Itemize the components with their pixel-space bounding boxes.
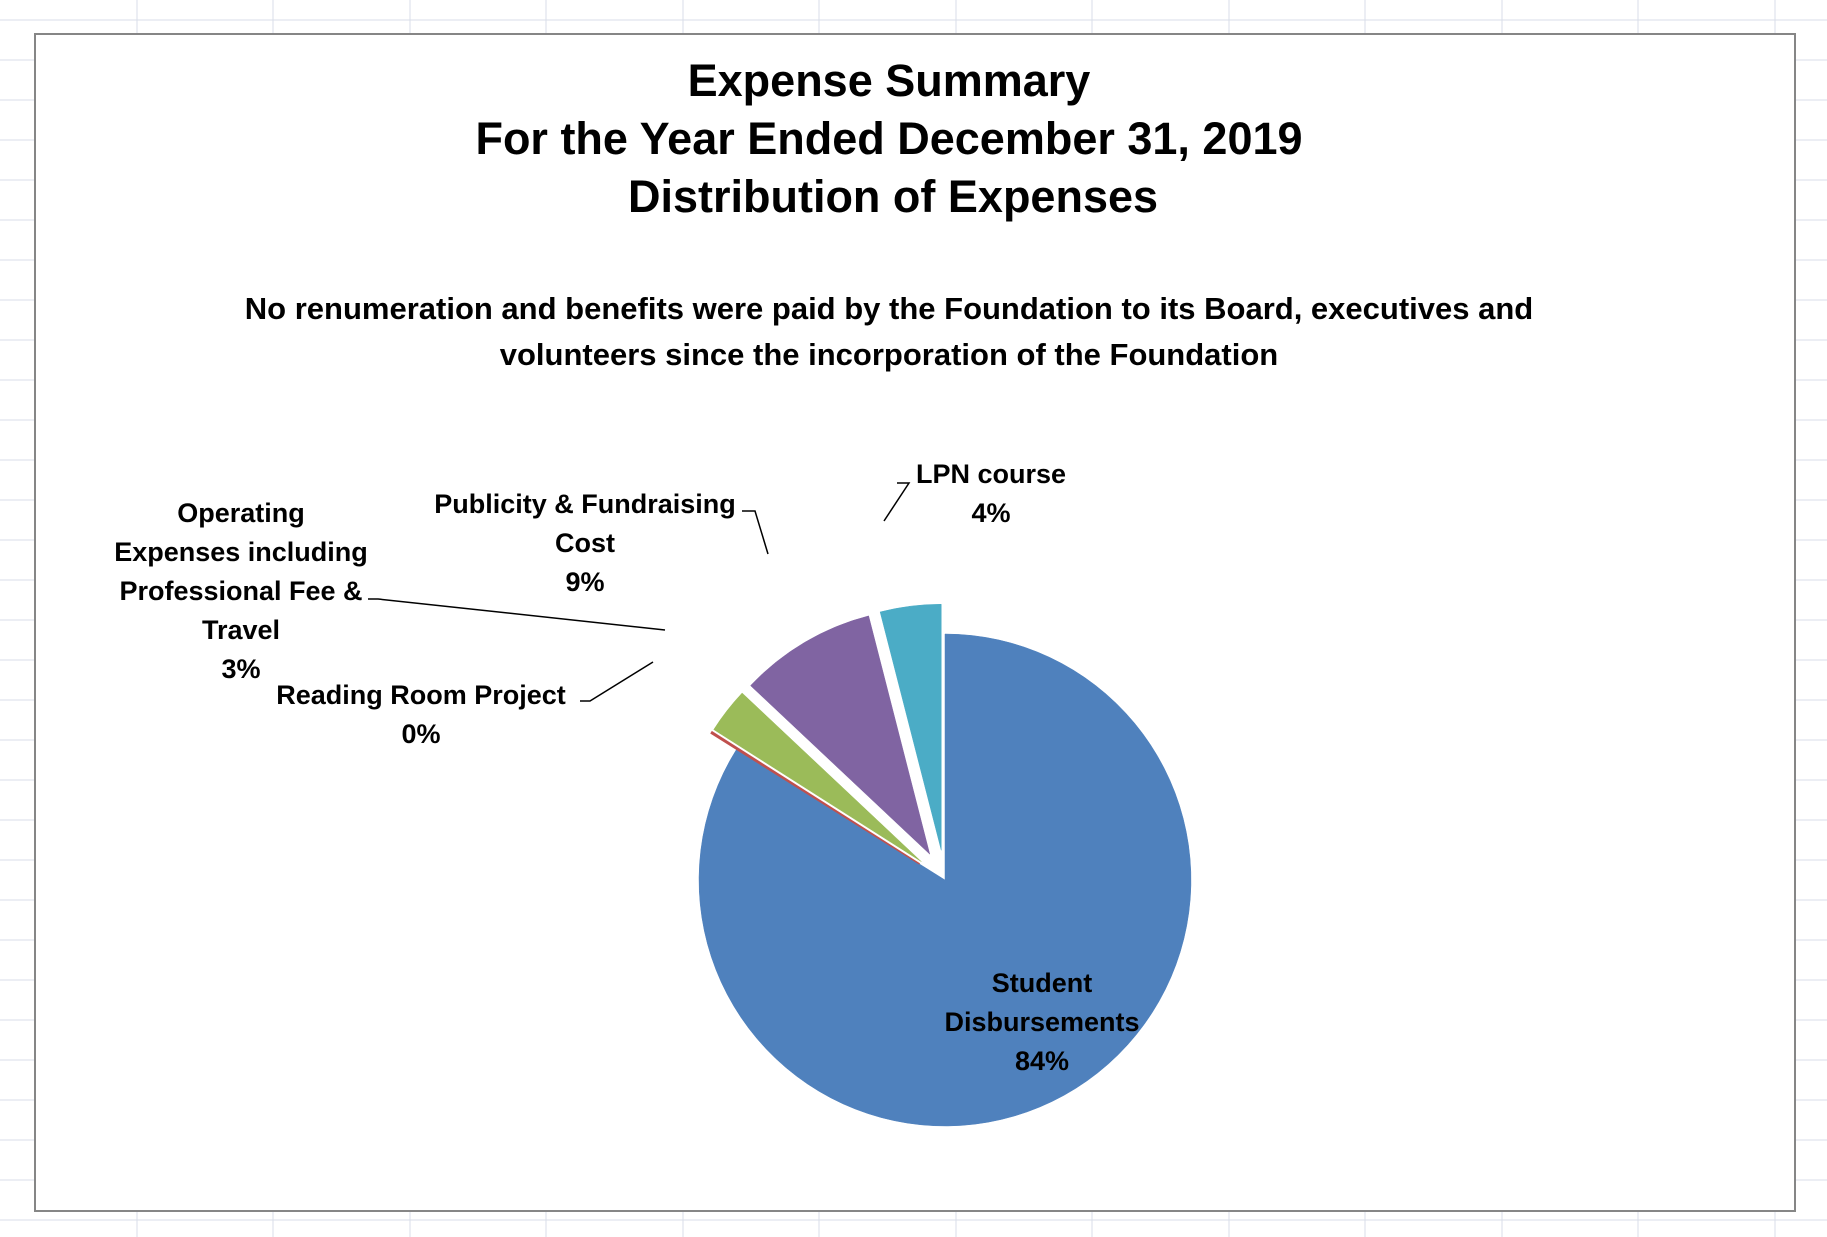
- slice-label-operating-expenses-including-professional-fee-travel-line-4: Travel: [202, 615, 280, 645]
- slice-label-operating-expenses-including-professional-fee-travel-line-3: Professional Fee &: [119, 576, 362, 606]
- slice-label-lpn-course-line-1: LPN course: [916, 459, 1066, 489]
- slice-label-operating-expenses-including-professional-fee-travel-line-5: 3%: [221, 654, 260, 684]
- pie-slice-publicity-fundraising-cost: [750, 615, 931, 855]
- slice-label-operating-expenses-including-professional-fee-travel-line-2: Expenses including: [114, 537, 368, 567]
- pie-slice-student-disbursements: [698, 633, 1192, 1127]
- slice-label-reading-room-project-line-2: 0%: [401, 719, 440, 749]
- chart-title-line-1: Expense Summary: [688, 55, 1091, 106]
- slice-label-operating-expenses-including-professional-fee-travel-line-1: Operating: [177, 498, 305, 528]
- slice-label-publicity-fundraising-cost-line-2: Cost: [555, 528, 615, 558]
- pie-slice-lpn-course: [879, 603, 942, 851]
- leader-line-reading-room-project: [580, 661, 654, 702]
- pie-slice-reading-room-project: [710, 730, 921, 865]
- pie-slice-operating-expenses-including-professional-fee-travel: [713, 692, 922, 862]
- slice-label-student-disbursements-line-1: Student: [992, 968, 1093, 998]
- leader-lines: [368, 482, 911, 702]
- slice-label-publicity-fundraising-cost-line-1: Publicity & Fundraising: [434, 489, 736, 519]
- slice-label-lpn-course-line-2: 4%: [971, 498, 1010, 528]
- slice-label-student-disbursements-line-2: Disbursements: [944, 1007, 1139, 1037]
- leader-line-lpn-course: [883, 482, 911, 522]
- slice-label-publicity-fundraising-cost-line-3: 9%: [565, 567, 604, 597]
- slice-label-student-disbursements-line-3: 84%: [1015, 1046, 1069, 1076]
- leader-line-operating-expenses-including-professional-fee-travel: [368, 598, 666, 631]
- pie-slices: [698, 603, 1192, 1127]
- chart-title-line-3: Distribution of Expenses: [628, 171, 1158, 222]
- chart-subtitle-line-2: volunteers since the incorporation of th…: [500, 337, 1278, 372]
- slice-label-reading-room-project-line-1: Reading Room Project: [276, 680, 566, 710]
- chart-subtitle-line-1: No renumeration and benefits were paid b…: [245, 291, 1533, 326]
- slice-labels: Student Disbursements 84% Reading Room Proj…: [114, 459, 1139, 1076]
- chart-title-line-2: For the Year Ended December 31, 2019: [475, 113, 1302, 164]
- leader-line-publicity-fundraising-cost: [742, 510, 769, 555]
